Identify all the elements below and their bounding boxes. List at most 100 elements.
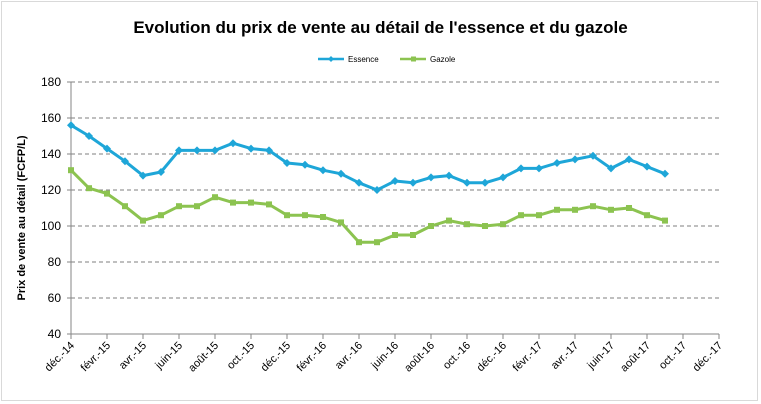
x-tick-label: févr.-17 [511, 340, 545, 374]
data-point [121, 157, 129, 166]
data-point [194, 203, 200, 210]
x-tick-label: août-15 [186, 340, 221, 375]
x-tick-label: déc.-15 [259, 340, 293, 374]
data-point [67, 121, 75, 130]
data-point [230, 199, 236, 206]
data-point [482, 223, 488, 229]
data-point [607, 164, 615, 173]
data-point [355, 178, 363, 187]
x-tick-label: févr.-15 [79, 340, 113, 374]
data-point [320, 214, 326, 220]
y-tick-label: 60 [48, 291, 62, 305]
x-tick-label: oct.-17 [657, 340, 689, 372]
data-point [463, 178, 471, 187]
y-tick-label: 40 [48, 327, 62, 341]
data-point [139, 171, 147, 180]
data-point [572, 206, 578, 213]
data-point [284, 212, 290, 219]
data-point [391, 177, 399, 185]
x-tick-label: déc.-17 [691, 340, 725, 374]
y-tick-label: 80 [48, 255, 62, 269]
data-point [122, 203, 128, 210]
legend-marker [328, 56, 334, 62]
data-point [554, 206, 560, 213]
y-tick-label: 140 [41, 147, 61, 161]
data-point [589, 151, 597, 160]
series-line-essence [70, 123, 666, 192]
data-point [464, 221, 470, 228]
data-point [481, 178, 489, 187]
data-point [175, 146, 183, 155]
data-point [157, 168, 165, 176]
data-point [427, 173, 435, 182]
data-point [374, 239, 380, 246]
data-point [446, 217, 452, 224]
data-point [410, 232, 416, 238]
legend-label: Essence [348, 55, 379, 64]
x-tick-label: oct.-15 [225, 340, 257, 372]
data-point [248, 199, 254, 206]
data-point [158, 212, 164, 219]
x-tick-label: févr.-16 [295, 340, 329, 374]
data-point [338, 219, 344, 226]
data-point [373, 186, 381, 194]
data-point [500, 221, 506, 228]
data-point [608, 206, 614, 213]
data-point [643, 162, 651, 171]
data-point [644, 212, 650, 219]
data-point [445, 171, 453, 180]
x-tick-label: juin-16 [369, 340, 402, 373]
data-point [229, 139, 237, 148]
data-point [176, 203, 182, 210]
y-tick-label: 180 [41, 75, 61, 89]
data-point [302, 212, 308, 219]
data-point [247, 144, 255, 153]
data-point [571, 155, 579, 164]
data-point [392, 232, 398, 238]
chart-title: Evolution du prix de vente au détail de … [133, 18, 628, 37]
x-tick-label: oct.-16 [441, 340, 473, 372]
legend-label: Gazole [430, 55, 456, 64]
y-tick-label: 100 [41, 219, 61, 233]
data-point [266, 201, 272, 208]
data-point [211, 146, 219, 155]
x-tick-label: avr.-16 [333, 340, 365, 372]
y-axis-label: Prix de vente au détail (FCFP/L) [16, 135, 28, 300]
data-point [535, 164, 543, 173]
data-point [356, 239, 362, 246]
x-tick-label: août-16 [402, 340, 437, 375]
data-point [265, 146, 273, 155]
data-point [409, 178, 417, 187]
data-point [86, 185, 92, 192]
x-tick-label: juin-15 [153, 340, 186, 373]
data-point [518, 212, 524, 219]
data-point [68, 167, 74, 174]
y-tick-label: 120 [41, 183, 61, 197]
data-point [319, 166, 327, 175]
x-tick-label: avr.-15 [117, 340, 149, 372]
data-point [85, 132, 93, 140]
data-point [662, 217, 668, 224]
data-point [499, 173, 507, 182]
x-tick-label: août-17 [618, 340, 653, 375]
data-point [103, 144, 111, 153]
data-point [212, 194, 218, 201]
data-point [104, 190, 110, 197]
data-point [553, 159, 561, 167]
legend-marker [411, 56, 416, 62]
data-point [428, 223, 434, 229]
data-point [517, 164, 525, 173]
x-tick-label: avr.-17 [549, 340, 581, 372]
data-point [140, 217, 146, 224]
y-tick-label: 160 [41, 111, 61, 125]
x-tick-label: déc.-16 [475, 340, 509, 374]
series-line-gazole [69, 169, 666, 244]
data-point [283, 159, 291, 167]
data-point [626, 205, 632, 211]
data-point [337, 169, 345, 178]
data-point [536, 212, 542, 219]
data-point [193, 146, 201, 155]
data-point [625, 155, 633, 164]
